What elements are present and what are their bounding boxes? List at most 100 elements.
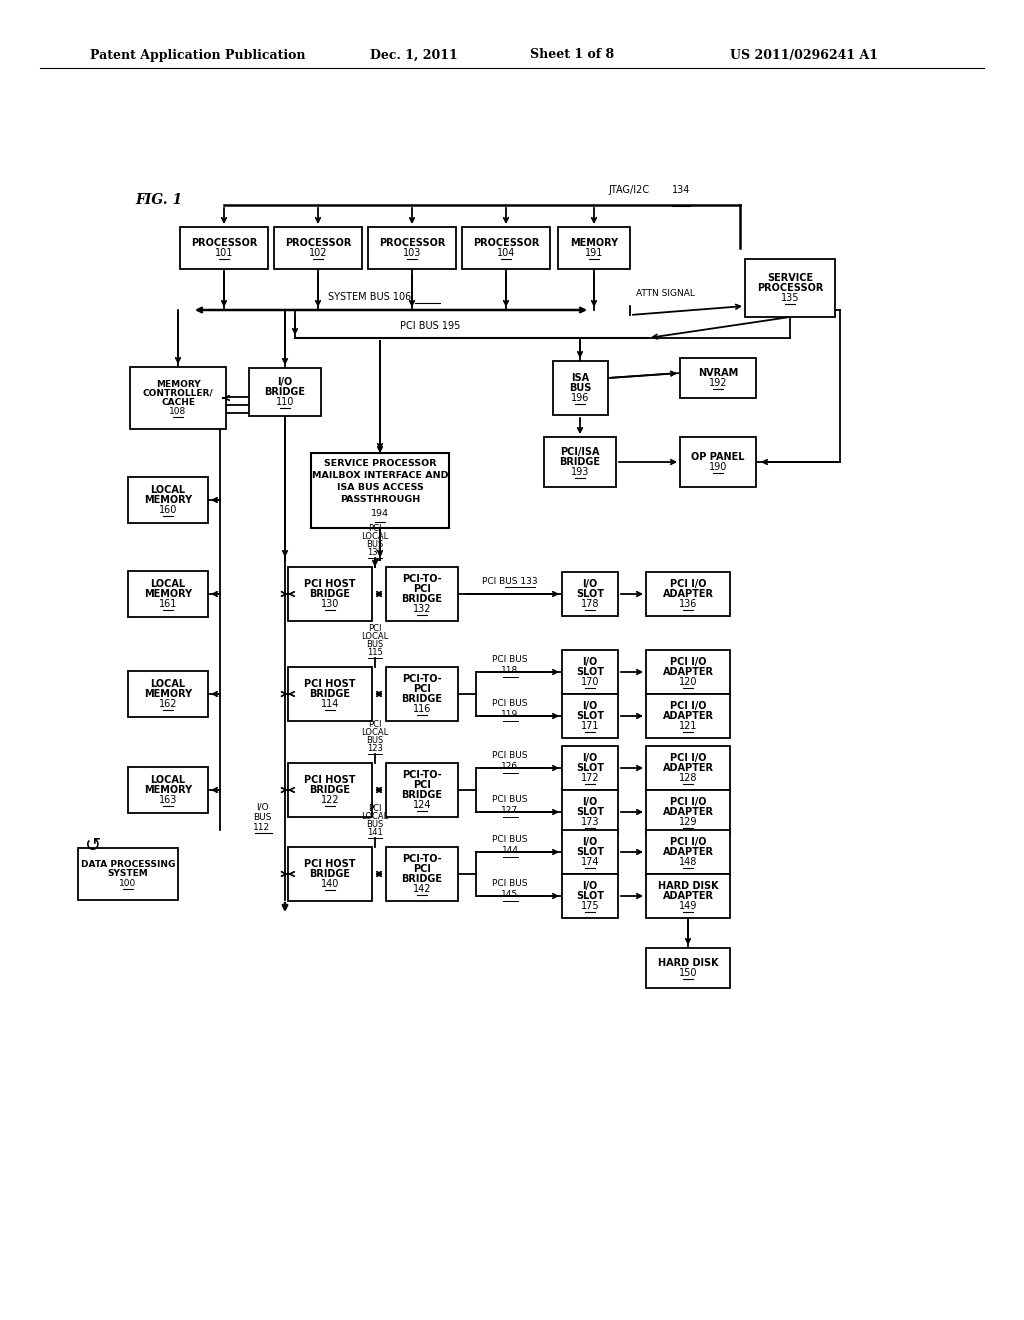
Text: FIG. 1: FIG. 1 [135,193,182,207]
Text: 140: 140 [321,879,339,888]
Text: PROCESSOR: PROCESSOR [473,238,540,248]
Text: PROCESSOR: PROCESSOR [379,238,445,248]
Text: Patent Application Publication: Patent Application Publication [90,49,305,62]
Text: LOCAL: LOCAL [151,775,185,785]
Text: ADAPTER: ADAPTER [663,891,714,902]
Bar [128,767,208,813]
Text: 149: 149 [679,900,697,911]
Text: PROCESSOR: PROCESSOR [190,238,257,248]
Text: JTAG/I2C: JTAG/I2C [608,185,649,195]
Text: 101: 101 [215,248,233,257]
Text: 128: 128 [679,772,697,783]
Text: PCI I/O: PCI I/O [670,657,707,667]
Text: 115: 115 [368,648,383,657]
Text: PCI I/O: PCI I/O [670,579,707,589]
Bar [128,572,208,616]
Text: PCI: PCI [413,684,431,694]
Text: PCI: PCI [413,780,431,791]
Text: ADAPTER: ADAPTER [663,667,714,677]
Text: SLOT: SLOT [575,807,604,817]
Text: LOCAL: LOCAL [151,680,185,689]
Text: PCI-TO-: PCI-TO- [402,854,441,865]
Text: 110: 110 [275,397,294,407]
Text: PASSTHROUGH: PASSTHROUGH [340,495,420,504]
Text: LOCAL: LOCAL [361,812,389,821]
Text: 162: 162 [159,698,177,709]
Text: BUS: BUS [367,737,384,744]
Text: BRIDGE: BRIDGE [309,785,350,795]
Bar [553,360,607,414]
Text: ISA BUS ACCESS: ISA BUS ACCESS [337,483,423,492]
Text: BRIDGE: BRIDGE [309,869,350,879]
Text: BRIDGE: BRIDGE [264,387,305,397]
Text: 120: 120 [679,677,697,686]
Text: SLOT: SLOT [575,847,604,857]
Text: MEMORY: MEMORY [156,380,201,389]
Text: BUS: BUS [367,540,384,549]
Text: PCI BUS: PCI BUS [493,700,527,708]
Text: 124: 124 [413,800,431,809]
Text: PCI BUS: PCI BUS [493,836,527,843]
Bar [558,227,630,269]
Bar [386,847,458,902]
Bar [646,830,730,874]
Text: 191: 191 [585,248,603,257]
Text: PCI/ISA: PCI/ISA [560,447,600,457]
Bar [249,368,321,416]
Text: 172: 172 [581,772,599,783]
Text: PROCESSOR: PROCESSOR [285,238,351,248]
Text: PCI BUS: PCI BUS [493,879,527,888]
Text: 104: 104 [497,248,515,257]
Text: 193: 193 [570,467,589,477]
Text: 102: 102 [309,248,328,257]
Text: BUS: BUS [568,383,591,393]
Text: I/O: I/O [583,701,598,711]
Text: BRIDGE: BRIDGE [309,589,350,599]
Text: LOCAL: LOCAL [361,729,389,737]
Text: US 2011/0296241 A1: US 2011/0296241 A1 [730,49,878,62]
Text: PCI HOST: PCI HOST [304,775,355,785]
Text: ↺: ↺ [85,836,101,854]
Text: Sheet 1 of 8: Sheet 1 of 8 [530,49,614,62]
Text: 136: 136 [679,599,697,609]
Text: 194: 194 [371,510,389,517]
Text: MEMORY: MEMORY [144,589,193,599]
Text: 100: 100 [120,879,136,887]
Text: 129: 129 [679,817,697,826]
Text: BUS: BUS [367,640,384,649]
Text: SLOT: SLOT [575,589,604,599]
Bar [386,763,458,817]
Bar [646,746,730,789]
Text: 118: 118 [502,667,518,675]
Text: PCI HOST: PCI HOST [304,859,355,869]
Text: 119: 119 [502,710,518,719]
Text: 141: 141 [368,828,383,837]
Text: 123: 123 [367,744,383,752]
Text: 135: 135 [780,293,800,302]
Bar [646,694,730,738]
Text: 108: 108 [169,407,186,416]
Bar [562,830,618,874]
Text: PCI: PCI [413,865,431,874]
Text: CONTROLLER/: CONTROLLER/ [142,389,213,397]
Text: SYSTEM: SYSTEM [108,870,148,879]
Text: MEMORY: MEMORY [144,785,193,795]
Bar [562,789,618,834]
Text: PCI HOST: PCI HOST [304,579,355,589]
Bar [745,259,835,317]
Text: 116: 116 [413,704,431,714]
Bar [646,789,730,834]
Text: PCI-TO-: PCI-TO- [402,771,441,780]
Bar [562,746,618,789]
Text: 161: 161 [159,599,177,609]
Text: 132: 132 [413,603,431,614]
Bar [288,568,372,620]
Text: PCI: PCI [369,524,382,533]
Bar [128,477,208,523]
Text: MEMORY: MEMORY [144,689,193,700]
Text: MEMORY: MEMORY [144,495,193,506]
Text: BUS: BUS [253,813,271,822]
Text: 112: 112 [253,822,270,832]
Text: 144: 144 [502,846,518,855]
Text: PCI: PCI [413,583,431,594]
